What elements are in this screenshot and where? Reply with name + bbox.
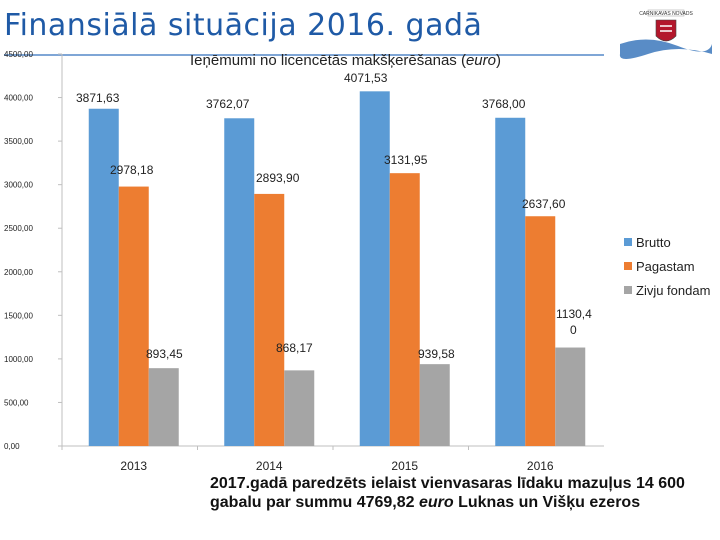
legend-swatch	[624, 262, 632, 270]
data-label: 893,45	[146, 347, 183, 361]
chart-title: Ieņēmumi no licencētās makšķerēšanas (eu…	[190, 52, 501, 69]
y-tick-label: 3500,00	[4, 137, 33, 146]
y-tick-label: 4500,00	[4, 50, 33, 59]
x-tick-label: 2013	[120, 459, 147, 473]
note-text-1: 2017.gadā paredzēts ielaist vienvasaras …	[210, 475, 685, 511]
y-tick-label: 2500,00	[4, 224, 33, 233]
data-label: 3762,07	[206, 97, 250, 111]
title-divider	[4, 54, 604, 56]
chart-title-end: )	[496, 52, 501, 69]
coat-of-arms-icon: CARNIKAVAS NOVADS	[619, 9, 712, 59]
x-tick-label: 2014	[256, 459, 283, 473]
page-title: Finansiālā situācija 2016. gadā	[4, 8, 483, 43]
data-label: 868,17	[276, 341, 313, 355]
bar-pagastam	[118, 186, 149, 446]
x-tick-label: 2015	[391, 459, 418, 473]
legend-item: Brutto	[624, 230, 710, 254]
legend-label: Pagastam	[636, 258, 695, 274]
logo-text: CARNIKAVAS NOVADS	[639, 11, 693, 17]
bar-brutto	[495, 117, 526, 447]
data-label: 2978,18	[110, 163, 154, 177]
chart-legend: Brutto Pagastam Zivju fondam	[624, 230, 710, 302]
bar-zivju-fondam	[284, 370, 315, 446]
data-label: 1130,4	[556, 307, 592, 321]
y-tick-label: 1000,00	[4, 355, 33, 364]
note-text-2: Luknas un Višķu ezeros	[453, 494, 641, 511]
bar-pagastam	[525, 216, 556, 446]
data-label: 4071,53	[344, 71, 388, 85]
bar-zivju-fondam	[555, 347, 586, 446]
bar-brutto	[224, 118, 255, 447]
data-label: 2637,60	[522, 197, 566, 211]
data-label: 2893,90	[256, 171, 300, 185]
bar-zivju-fondam	[148, 368, 179, 446]
bar-brutto	[88, 108, 119, 446]
chart-title-main: Ieņēmumi no licencētās makšķerēšanas (	[190, 52, 466, 69]
legend-swatch	[624, 286, 632, 294]
bar-pagastam	[254, 193, 285, 446]
y-tick-label: 4000,00	[4, 94, 33, 103]
bar-pagastam	[389, 173, 420, 446]
data-label: 3131,95	[384, 153, 428, 167]
x-tick-label: 2016	[527, 459, 554, 473]
bar-brutto	[359, 91, 390, 447]
y-tick-label: 3000,00	[4, 181, 33, 190]
legend-label: Zivju fondam	[636, 282, 711, 298]
data-label: 939,58	[418, 347, 455, 361]
y-tick-label: 500,00	[4, 398, 29, 407]
legend-item: Pagastam	[624, 254, 710, 278]
legend-swatch	[624, 238, 632, 246]
chart-title-unit: euro	[465, 52, 496, 69]
bar-zivju-fondam	[419, 364, 450, 446]
data-label: 3768,00	[482, 97, 526, 111]
note-text-unit: euro	[418, 494, 454, 511]
legend-label: Brutto	[636, 234, 671, 250]
data-label: 0	[570, 323, 577, 337]
y-tick-label: 1500,00	[4, 311, 33, 320]
y-tick-label: 0,00	[4, 442, 20, 451]
municipality-logo: CARNIKAVAS NOVADS	[618, 4, 714, 62]
data-label: 3871,63	[76, 91, 120, 105]
legend-item: Zivju fondam	[624, 278, 710, 302]
y-tick-label: 2000,00	[4, 268, 33, 277]
plan-note: 2017.gadā paredzēts ielaist vienvasaras …	[210, 474, 715, 512]
